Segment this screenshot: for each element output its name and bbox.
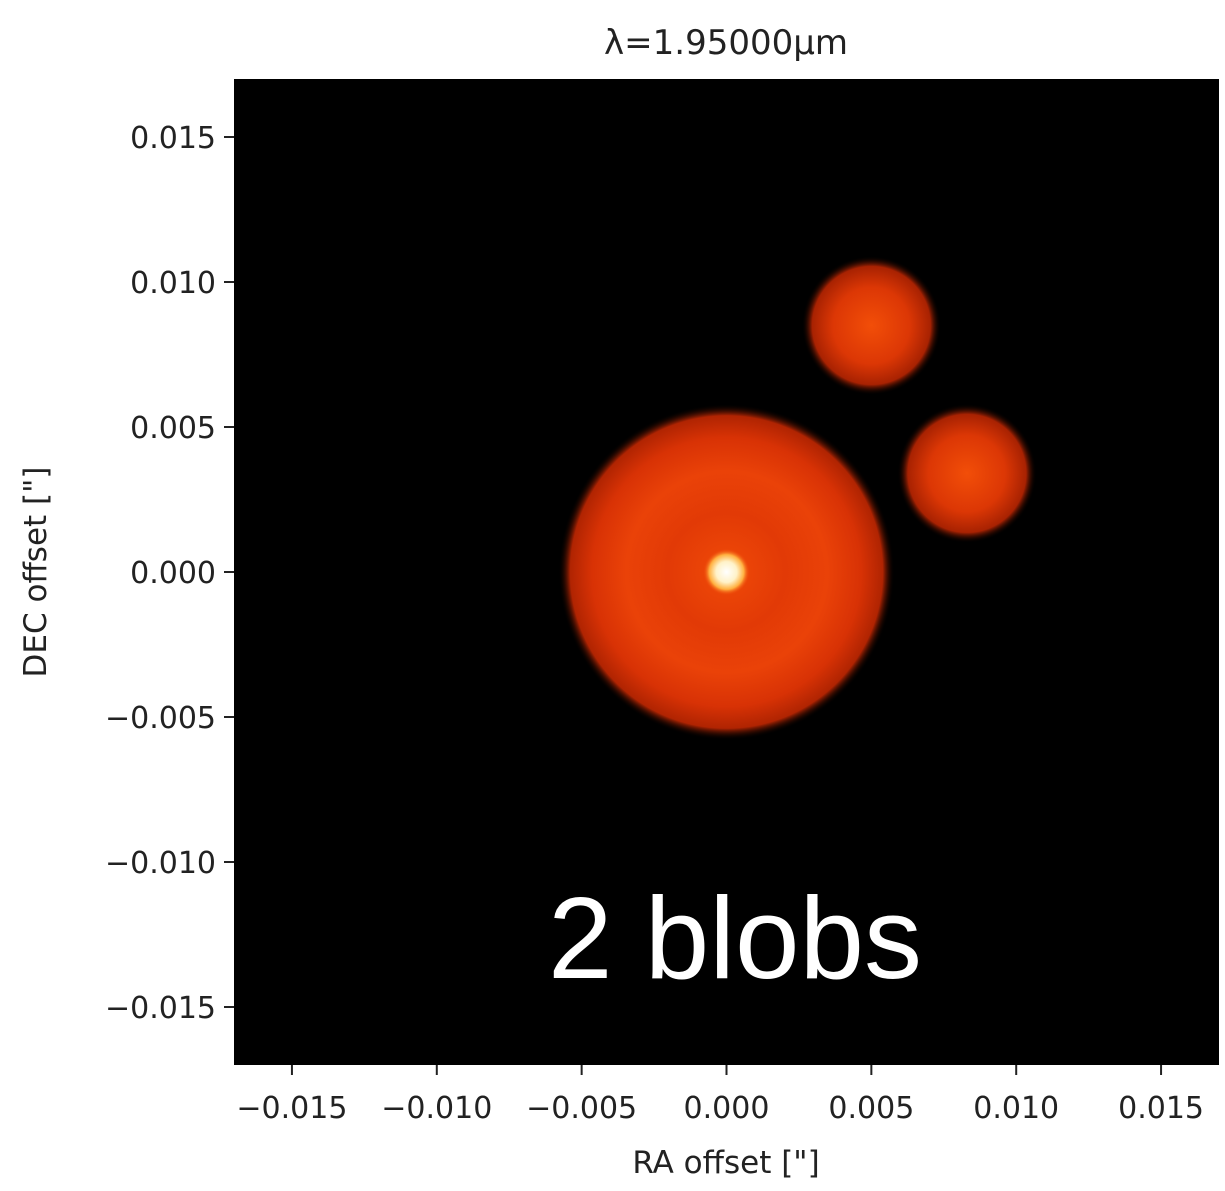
x-tick-label: 0.015 (1118, 1091, 1204, 1126)
y-tick-label: 0.010 (130, 266, 216, 301)
annotation-label: 2 blobs (548, 873, 922, 1003)
y-tick-label: 0.000 (130, 556, 216, 591)
x-tick-label: −0.010 (381, 1091, 492, 1126)
y-axis: −0.015 −0.010 −0.005 0.000 0.005 0.010 0.015 (105, 121, 234, 1026)
y-tick-label: 0.015 (130, 121, 216, 156)
y-axis-title: DEC offset ["] (18, 467, 54, 678)
chart-title: λ=1.95000μm (604, 23, 848, 63)
y-tick-label: −0.005 (105, 701, 216, 736)
y-tick-label: 0.005 (130, 411, 216, 446)
x-tick-label: 0.005 (828, 1091, 914, 1126)
y-tick-label: −0.010 (105, 846, 216, 881)
x-axis: −0.015 −0.010 −0.005 0.000 0.005 0.010 0.015 (236, 1065, 1204, 1126)
x-tick-label: −0.015 (236, 1091, 347, 1126)
sources-layer (558, 255, 1037, 741)
x-tick-label: −0.005 (526, 1091, 637, 1126)
x-axis-title: RA offset ["] (632, 1145, 819, 1181)
blob-source-3 (897, 403, 1037, 543)
x-tick-label: 0.000 (684, 1091, 770, 1126)
star-source-0 (703, 548, 750, 596)
y-tick-label: −0.015 (105, 991, 216, 1026)
blob-source-2 (801, 255, 941, 396)
x-tick-label: 0.010 (973, 1091, 1059, 1126)
